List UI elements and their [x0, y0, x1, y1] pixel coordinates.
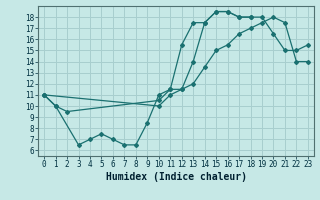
X-axis label: Humidex (Indice chaleur): Humidex (Indice chaleur): [106, 172, 246, 182]
